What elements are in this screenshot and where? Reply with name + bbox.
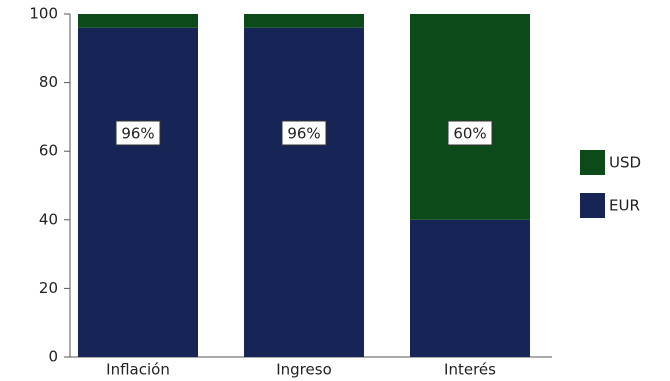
bar-segment xyxy=(78,27,198,357)
x-tick-label: Interés xyxy=(444,361,496,379)
legend-label: USD xyxy=(609,154,641,172)
legend-label: EUR xyxy=(609,197,640,215)
value-label-box xyxy=(447,120,493,146)
bar-segment xyxy=(78,14,198,28)
value-label: 96% xyxy=(287,125,320,143)
value-label-box xyxy=(281,120,327,146)
value-label: 96% xyxy=(121,125,154,143)
y-tick-label: 80 xyxy=(39,73,58,91)
x-tick-label: Inflación xyxy=(106,361,170,379)
y-tick-label: 0 xyxy=(48,348,58,366)
bar-segment xyxy=(410,219,530,357)
x-tick-label: Ingreso xyxy=(276,361,332,379)
bar-segment xyxy=(244,27,364,357)
y-tick-label: 20 xyxy=(39,279,58,297)
y-tick-label: 100 xyxy=(29,5,58,23)
y-tick-label: 60 xyxy=(39,142,58,160)
value-label-box xyxy=(115,120,161,146)
y-tick-label: 40 xyxy=(39,210,58,228)
bar-segment xyxy=(244,14,364,28)
legend-swatch xyxy=(580,150,605,175)
value-label: 60% xyxy=(453,125,486,143)
bar-segment xyxy=(410,14,530,220)
legend-swatch xyxy=(580,193,605,218)
